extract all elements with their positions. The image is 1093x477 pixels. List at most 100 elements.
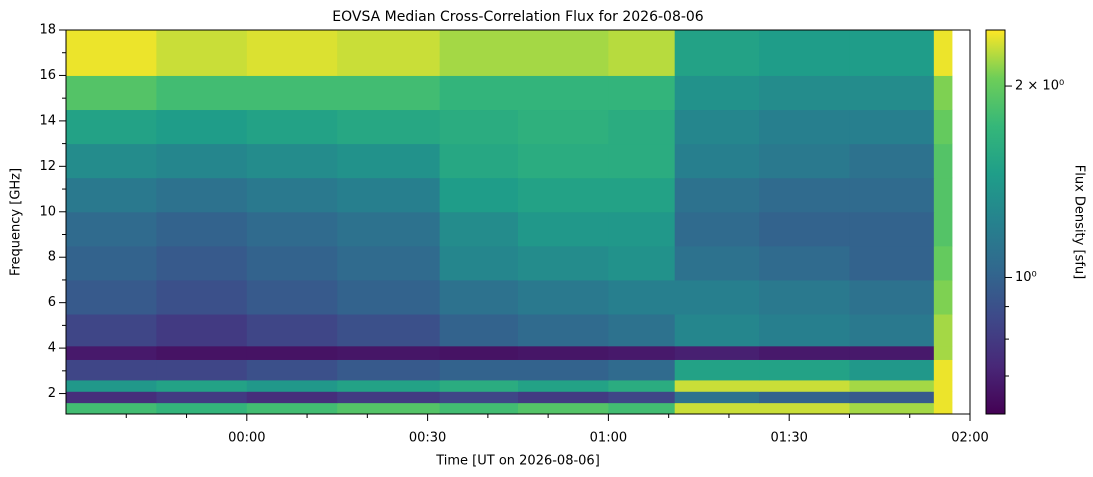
- heatmap-cell: [518, 30, 609, 76]
- heatmap-cell: [246, 75, 338, 111]
- y-tick-label: 4: [48, 341, 56, 356]
- heatmap-cell: [518, 402, 609, 415]
- heatmap-cell: [933, 245, 953, 281]
- heatmap-cell: [933, 345, 953, 360]
- heatmap-cell: [518, 211, 609, 247]
- heatmap-cell: [608, 75, 676, 111]
- heatmap-cell: [439, 75, 519, 111]
- heatmap-cell: [759, 314, 850, 347]
- heatmap-cell: [156, 75, 248, 111]
- heatmap-cell: [518, 391, 609, 404]
- heatmap-cell: [66, 109, 157, 145]
- heatmap-cell: [66, 345, 157, 360]
- heatmap-cell: [439, 345, 519, 360]
- heatmap-cell: [759, 379, 850, 392]
- y-tick-label: 6: [48, 295, 56, 310]
- heatmap-cell: [246, 177, 338, 213]
- heatmap-cell: [608, 279, 676, 315]
- heatmap-cell: [66, 391, 157, 404]
- heatmap-cell: [608, 359, 676, 381]
- heatmap-cell: [439, 279, 519, 315]
- heatmap-cell: [759, 143, 850, 179]
- heatmap-cell: [337, 379, 441, 392]
- heatmap-cell: [518, 143, 609, 179]
- y-tick-label: 18: [39, 23, 56, 38]
- heatmap-cell: [849, 314, 935, 347]
- colorbar-tick-label: 2 × 10⁰: [1015, 79, 1064, 94]
- heatmap-cell: [849, 245, 935, 281]
- heatmap-cell: [759, 391, 850, 404]
- heatmap-cell: [246, 314, 338, 347]
- heatmap-cell: [439, 391, 519, 404]
- colorbar-label: Flux Density [sfu]: [1072, 165, 1087, 279]
- heatmap-cell: [66, 379, 157, 392]
- heatmap-cell: [759, 177, 850, 213]
- heatmap-cell: [674, 402, 760, 415]
- heatmap-cell: [608, 402, 676, 415]
- heatmap-cell: [337, 345, 441, 360]
- heatmap-cell: [156, 211, 248, 247]
- heatmap-cell: [66, 177, 157, 213]
- heatmap-cell: [66, 143, 157, 179]
- y-axis-label: Frequency [GHz]: [9, 168, 24, 276]
- heatmap-cell: [849, 30, 935, 76]
- heatmap-cell: [439, 109, 519, 145]
- heatmap-cell: [246, 391, 338, 404]
- heatmap-cell: [933, 30, 953, 76]
- y-tick-label: 10: [39, 204, 56, 219]
- heatmap-cell: [608, 391, 676, 404]
- heatmap-cell: [439, 177, 519, 213]
- heatmap-cell: [246, 402, 338, 415]
- heatmap-cell: [156, 314, 248, 347]
- x-tick-label: 02:00: [951, 431, 988, 446]
- heatmap-cell: [849, 279, 935, 315]
- plot-frame: [65, 29, 971, 415]
- heatmap-cell: [66, 75, 157, 111]
- heatmap-cell: [439, 379, 519, 392]
- heatmap-cell: [674, 379, 760, 392]
- heatmap-cell: [246, 30, 338, 76]
- heatmap-cell: [518, 314, 609, 347]
- heatmap-cell: [337, 279, 441, 315]
- heatmap-cell: [608, 345, 676, 360]
- heatmap-cell: [246, 245, 338, 281]
- heatmap-cell: [849, 177, 935, 213]
- heatmap-cell: [849, 211, 935, 247]
- y-tick-label: 2: [48, 386, 56, 401]
- heatmap-cell: [674, 359, 760, 381]
- heatmap-cell: [608, 30, 676, 76]
- heatmap-cell: [439, 402, 519, 415]
- heatmap-cell: [608, 245, 676, 281]
- heatmap-cell: [156, 245, 248, 281]
- heatmap-cell: [156, 143, 248, 179]
- heatmap-cell: [849, 359, 935, 381]
- x-tick-label: 00:00: [228, 431, 265, 446]
- heatmap-cell: [933, 143, 953, 179]
- heatmap-cell: [518, 75, 609, 111]
- heatmap-cell: [759, 279, 850, 315]
- heatmap-cell: [246, 211, 338, 247]
- heatmap-cell: [439, 314, 519, 347]
- heatmap-cell: [156, 30, 248, 76]
- y-tick-label: 16: [39, 68, 56, 83]
- colorbar-tick-label: 10⁰: [1015, 270, 1037, 285]
- heatmap-cell: [674, 279, 760, 315]
- heatmap-cell: [759, 402, 850, 415]
- heatmap-cell: [674, 391, 760, 404]
- heatmap-cell: [337, 75, 441, 111]
- heatmap-cell: [337, 177, 441, 213]
- heatmap-cell: [933, 211, 953, 247]
- heatmap-cell: [246, 359, 338, 381]
- heatmap-cell: [337, 109, 441, 145]
- heatmap-cell: [674, 30, 760, 76]
- heatmap-cell: [439, 143, 519, 179]
- heatmap-cell: [608, 211, 676, 247]
- heatmap-cell: [518, 379, 609, 392]
- x-tick-label: 00:30: [409, 431, 446, 446]
- heatmap-cell: [674, 345, 760, 360]
- heatmap-cell: [66, 314, 157, 347]
- heatmap-cell: [518, 177, 609, 213]
- heatmap-cell: [849, 75, 935, 111]
- heatmap-cell: [608, 379, 676, 392]
